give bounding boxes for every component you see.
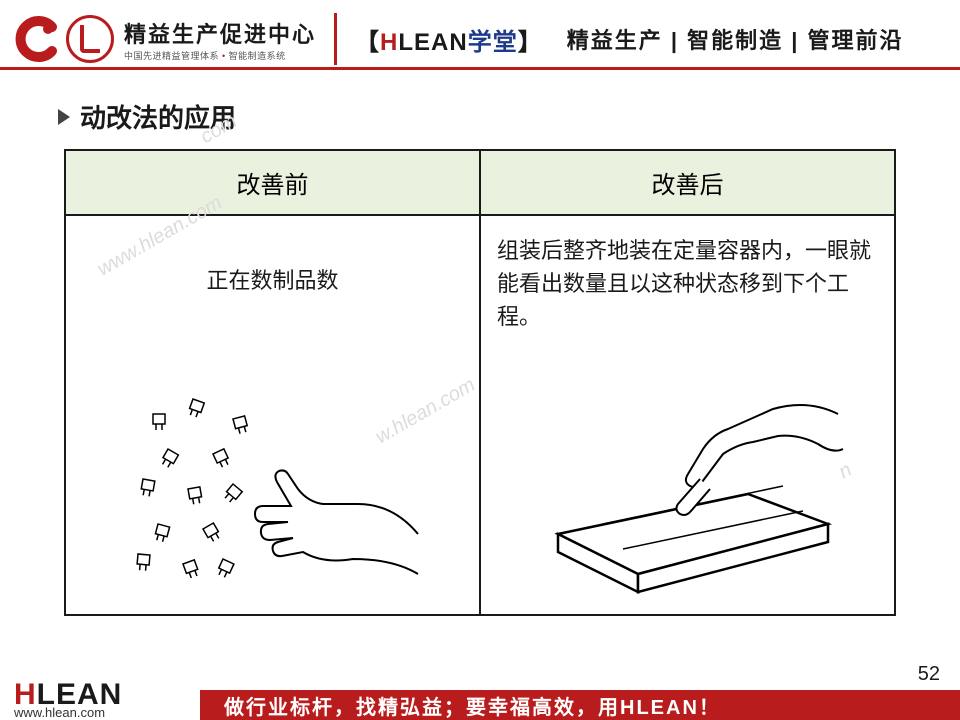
slide-header: 精益生产促进中心 中国先进精益管理体系 • 智能制造系统 【HLEAN学堂】 精…	[0, 0, 960, 70]
footer-url: www.hlean.com	[14, 705, 105, 720]
cell-before: 正在数制品数	[65, 215, 480, 615]
logo-text: 精益生产促进中心 中国先进精益管理体系 • 智能制造系统	[124, 17, 316, 62]
chevron-icon	[58, 109, 70, 125]
comparison-table: 改善前 改善后 正在数制品数	[64, 149, 896, 616]
before-text: 正在数制品数	[82, 264, 463, 297]
logo-c-icon	[12, 15, 60, 63]
footer-slogan-bar: 做行业标杆，找精弘益；要幸福高效，用HLEAN！	[200, 690, 960, 720]
header-divider	[334, 13, 337, 65]
footer-slogan: 做行业标杆，找精弘益；要幸福高效，用HLEAN！	[224, 691, 721, 720]
header-rule	[0, 67, 960, 70]
table-header-row: 改善前 改善后	[65, 150, 895, 215]
before-illustration-icon	[123, 384, 423, 594]
header-before: 改善前	[65, 150, 480, 215]
table-row: 正在数制品数	[65, 215, 895, 615]
after-illustration-icon	[528, 374, 848, 594]
section-title: 动改法的应用	[58, 98, 960, 135]
logo-subtitle: 中国先进精益管理体系 • 智能制造系统	[124, 49, 316, 62]
header-brand: 【HLEAN学堂】	[355, 22, 543, 57]
logo-l-icon	[66, 15, 114, 63]
cell-after: 组装后整齐地装在定量容器内，一眼就能看出数量且以这种状态移到下个工程。	[480, 215, 895, 615]
header-after: 改善后	[480, 150, 895, 215]
header-tags: 精益生产 | 智能制造 | 管理前沿	[567, 23, 904, 55]
section-title-text: 动改法的应用	[80, 98, 236, 135]
logo-title: 精益生产促进中心	[124, 17, 316, 49]
logo-block: 精益生产促进中心 中国先进精益管理体系 • 智能制造系统	[12, 15, 316, 63]
slide-footer: HLEAN www.hlean.com 做行业标杆，找精弘益；要幸福高效，用HL…	[0, 678, 960, 720]
after-text: 组装后整齐地装在定量容器内，一眼就能看出数量且以这种状态移到下个工程。	[497, 234, 878, 333]
